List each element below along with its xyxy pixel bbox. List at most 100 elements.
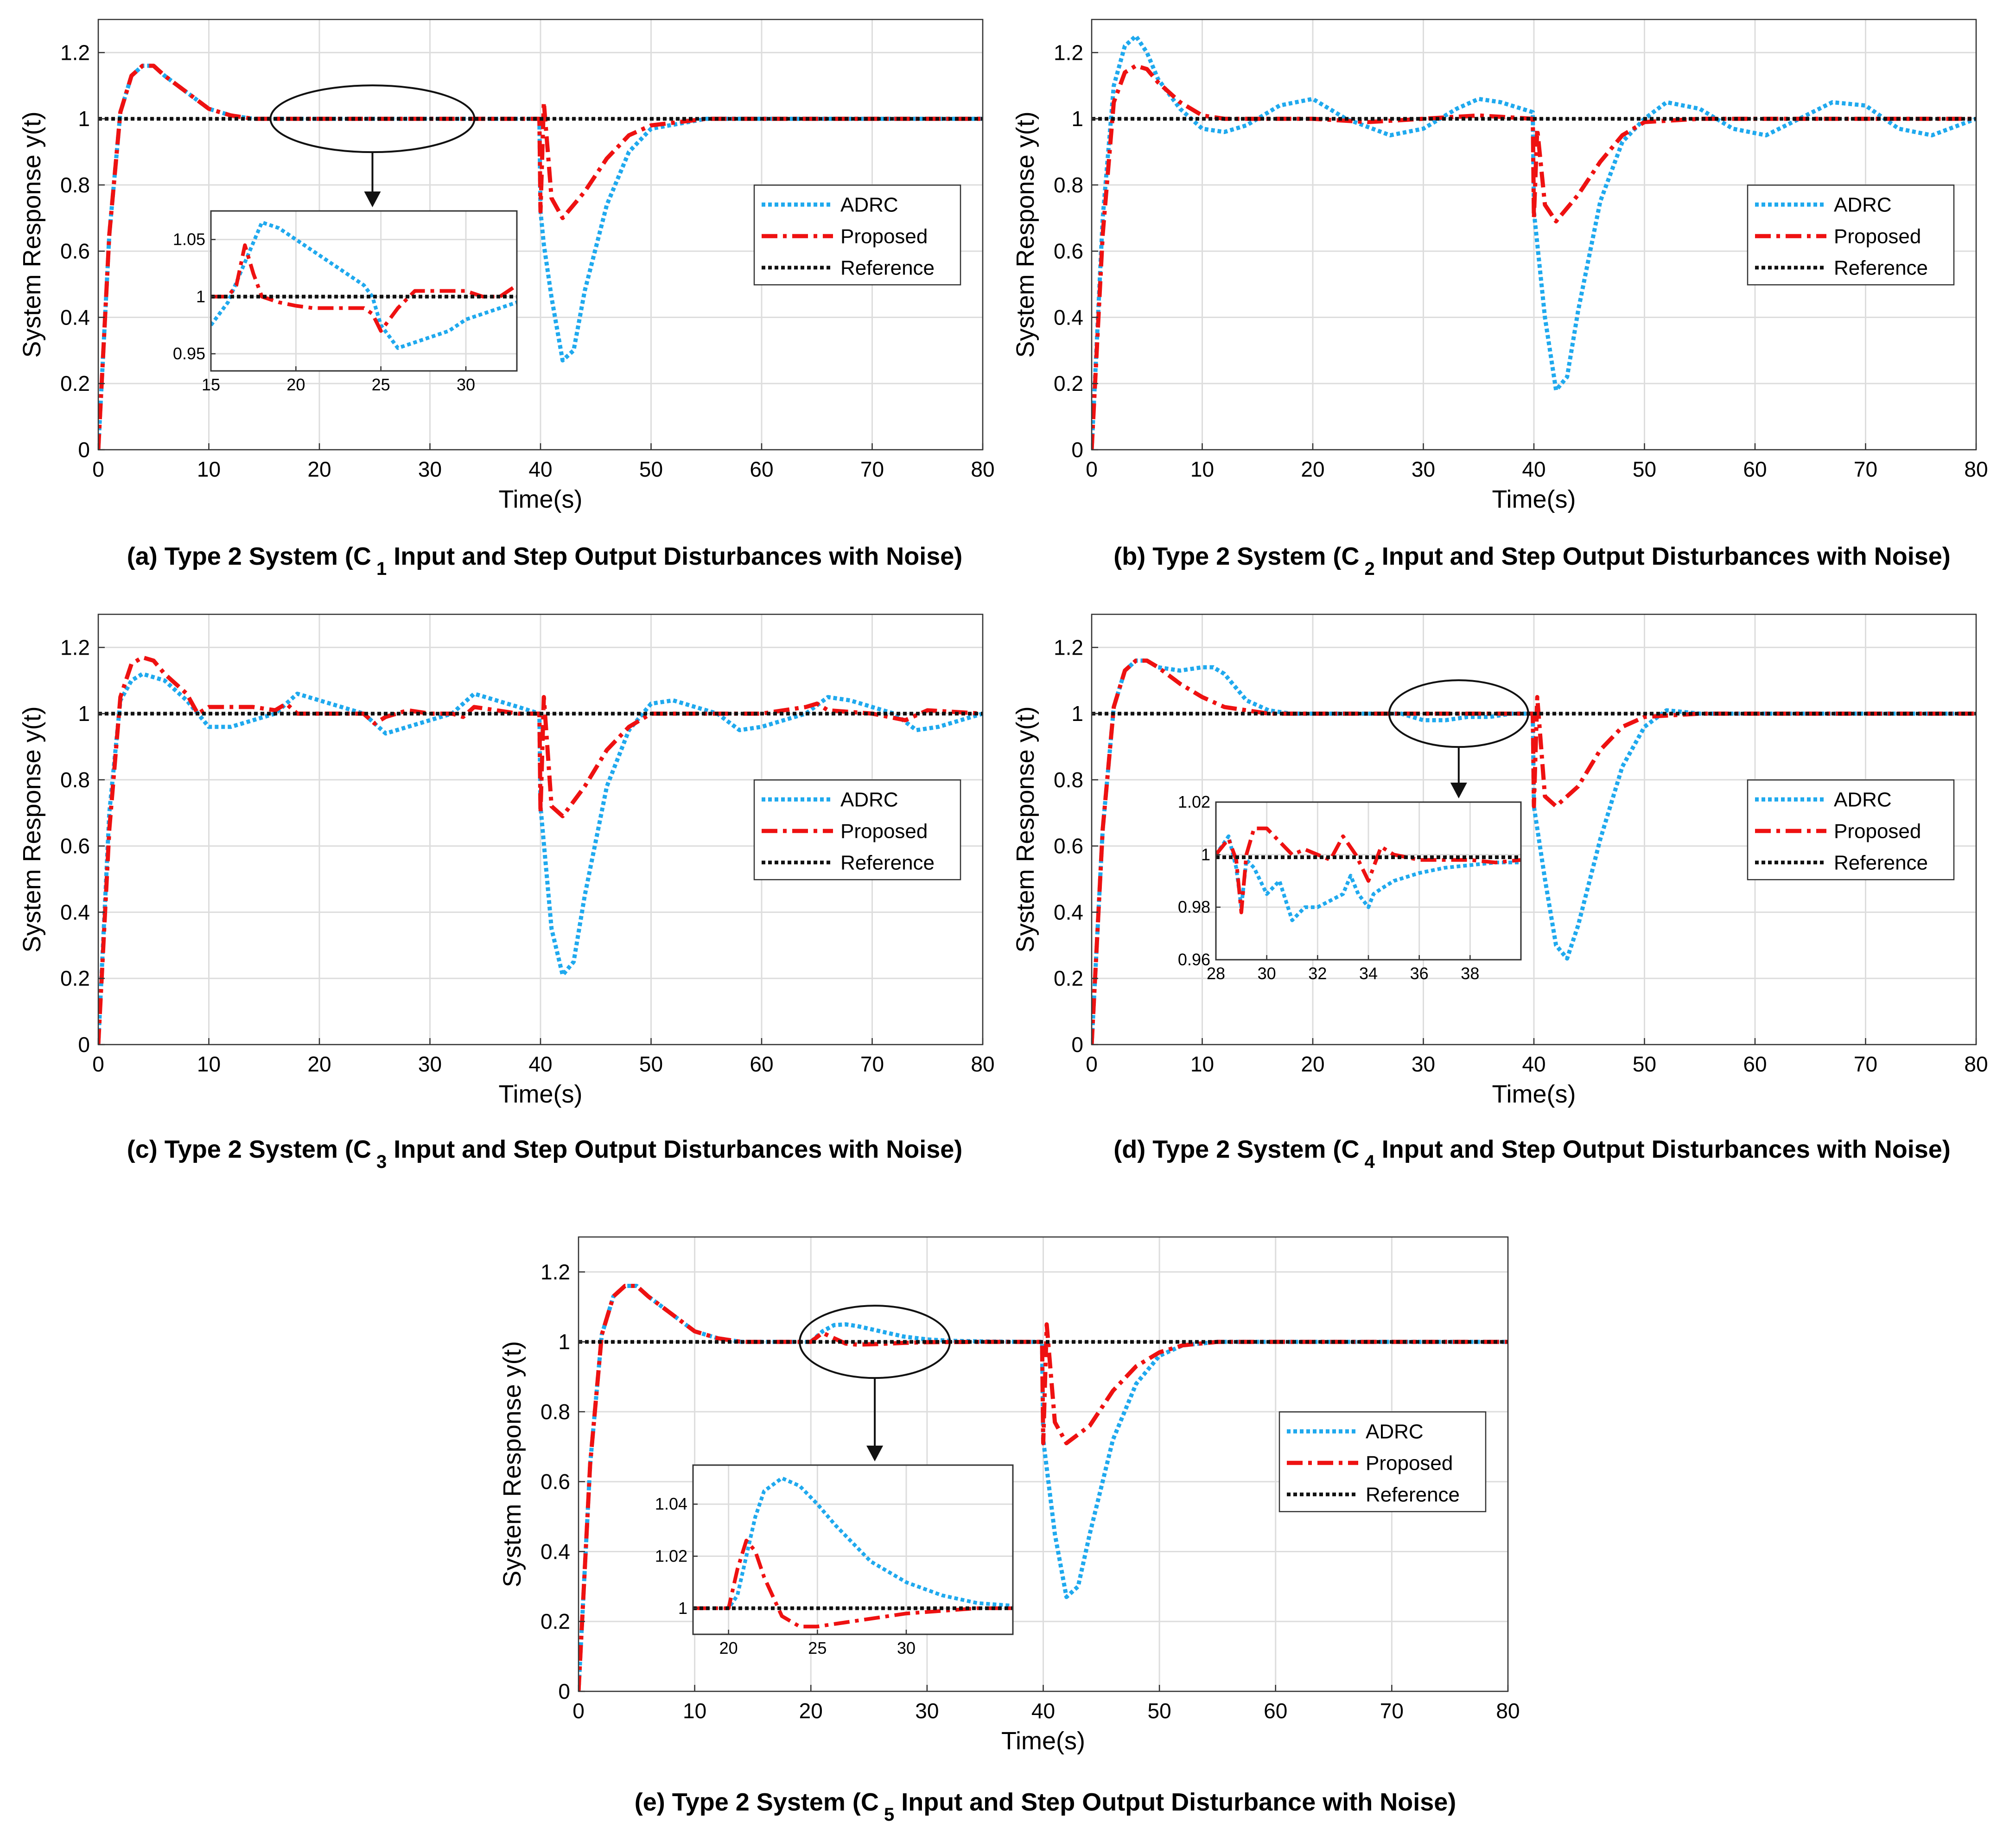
x-tick-label: 30 — [1412, 457, 1435, 481]
legend-label-adrc: ADRC — [1834, 193, 1892, 216]
y-tick-label: 1 — [78, 701, 90, 726]
chart-a-series — [98, 64, 983, 450]
legend-label-proposed: Proposed — [840, 225, 928, 248]
chart-d-xlabel: Time(s) — [1492, 1080, 1576, 1108]
x-tick-label: 80 — [1964, 457, 1988, 481]
series-proposed-line — [98, 64, 983, 450]
chart-b: 0 10 20 30 40 50 60 70 80 0 0.2 0.4 0.6 0.8 1 1.2 Time(s… — [1011, 19, 1988, 513]
x-tick-label: 40 — [528, 1052, 552, 1076]
x-tick-label: 20 — [307, 457, 331, 481]
x-tick-label: 70 — [1380, 1699, 1404, 1723]
y-tick-label: 0.4 — [60, 900, 90, 924]
chart-c: 0 10 20 30 40 50 60 70 80 0 0.2 0.4 0.6 0.8 1 1.2 Time(s… — [18, 613, 995, 1108]
y-tick-label: 1.2 — [60, 40, 90, 64]
series-proposed-line — [579, 1284, 1508, 1691]
x-tick-label: 0 — [92, 457, 104, 481]
y-tick-label: 1 — [1201, 845, 1210, 864]
x-tick-label: 0 — [572, 1699, 585, 1723]
x-tick-label: 0 — [1086, 1052, 1098, 1076]
legend-label-adrc: ADRC — [840, 788, 898, 811]
x-tick-label: 10 — [1190, 1052, 1214, 1076]
chart-d-legend: ADRC Proposed Reference — [1747, 779, 1955, 880]
y-tick-label: 0.96 — [1178, 950, 1210, 969]
x-tick-label: 70 — [1854, 1052, 1877, 1076]
chart-a-inset-frame — [210, 210, 518, 372]
y-tick-label: 0.4 — [541, 1539, 570, 1563]
x-tick-label: 30 — [457, 375, 475, 394]
x-tick-label: 30 — [1412, 1052, 1435, 1076]
x-tick-label: 10 — [683, 1699, 706, 1723]
y-tick-label: 1.2 — [1054, 40, 1083, 64]
x-tick-label: 38 — [1461, 964, 1479, 983]
x-tick-label: 32 — [1308, 964, 1327, 983]
y-tick-label: 0 — [1071, 1033, 1083, 1057]
x-tick-label: 0 — [92, 1052, 104, 1076]
y-tick-label: 1.2 — [541, 1260, 570, 1284]
x-tick-label: 60 — [1743, 1052, 1767, 1076]
chart-e-legend: ADRC Proposed Reference — [1278, 1411, 1487, 1512]
x-tick-label: 80 — [1496, 1699, 1520, 1723]
x-tick-label: 40 — [1522, 457, 1545, 481]
series-adrc-line — [211, 220, 517, 350]
chart-a-xlabel: Time(s) — [499, 485, 583, 513]
x-tick-label: 20 — [307, 1052, 331, 1076]
y-tick-label: 0.8 — [1054, 768, 1083, 792]
x-tick-label: 28 — [1207, 964, 1225, 983]
x-tick-label: 25 — [808, 1638, 827, 1658]
y-tick-label: 0 — [78, 1033, 90, 1057]
y-tick-label: 1.02 — [655, 1547, 687, 1566]
chart-a-caption: (a) Type 2 System (C 1 Input and Step Ou… — [127, 542, 963, 579]
x-tick-label: 34 — [1359, 964, 1378, 983]
chart-a-legend: ADRC Proposed Reference — [753, 185, 961, 286]
legend-label-adrc: ADRC — [1834, 788, 1892, 811]
x-tick-label: 60 — [750, 1052, 773, 1076]
x-tick-label: 10 — [197, 457, 221, 481]
y-tick-label: 0.8 — [60, 768, 90, 792]
x-tick-label: 40 — [528, 457, 552, 481]
legend-label-adrc: ADRC — [840, 193, 898, 216]
legend-label-reference: Reference — [1834, 256, 1928, 279]
chart-c-legend: ADRC Proposed Reference — [753, 779, 961, 880]
x-tick-label: 40 — [1522, 1052, 1545, 1076]
y-tick-label: 1 — [78, 107, 90, 131]
y-tick-label: 0.8 — [541, 1400, 570, 1424]
legend-label-adrc: ADRC — [1366, 1420, 1424, 1443]
y-tick-label: 1.04 — [655, 1494, 687, 1513]
series-adrc-line — [1092, 34, 1976, 450]
x-tick-label: 30 — [1258, 964, 1276, 983]
chart-d-caption: (d) Type 2 System (C 4 Input and Step Ou… — [1113, 1135, 1951, 1172]
y-tick-label: 0.2 — [60, 371, 90, 395]
chart-d-series — [1092, 658, 1976, 1045]
x-tick-label: 20 — [799, 1699, 823, 1723]
chart-c-xlabel: Time(s) — [499, 1080, 583, 1108]
y-tick-label: 0 — [1071, 438, 1083, 462]
y-tick-label: 0.6 — [60, 834, 90, 858]
x-tick-label: 80 — [971, 1052, 994, 1076]
y-tick-label: 1 — [678, 1599, 687, 1618]
x-tick-label: 20 — [719, 1638, 738, 1658]
x-tick-label: 10 — [197, 1052, 221, 1076]
chart-c-caption: (c) Type 2 System (C 3 Input and Step Ou… — [127, 1135, 963, 1172]
chart-e-inset-frame — [692, 1464, 1014, 1635]
x-tick-label: 20 — [1301, 457, 1324, 481]
chart-d-inset-series — [1216, 826, 1521, 922]
legend-label-proposed: Proposed — [1366, 1452, 1453, 1474]
chart-e-inset-series — [693, 1476, 1013, 1629]
y-tick-label: 1 — [1071, 107, 1083, 131]
x-tick-label: 50 — [1633, 457, 1656, 481]
x-tick-label: 20 — [1301, 1052, 1324, 1076]
chart-d-arrow-head-icon — [1450, 783, 1467, 798]
x-tick-label: 30 — [915, 1699, 939, 1723]
legend-label-reference: Reference — [1834, 851, 1928, 874]
chart-e-ylabel: System Response y(t) — [498, 1341, 526, 1587]
y-tick-label: 1.02 — [1178, 792, 1210, 811]
legend-label-proposed: Proposed — [1834, 225, 1921, 248]
x-tick-label: 0 — [1086, 457, 1098, 481]
chart-d-inset: 28 30 32 34 36 38 0.96 0.98 1 1.02 — [1178, 792, 1522, 983]
x-tick-label: 70 — [860, 457, 884, 481]
chart-e-series — [579, 1284, 1508, 1691]
x-tick-label: 50 — [1148, 1699, 1171, 1723]
chart-a-arrow-head-icon — [364, 191, 381, 207]
y-tick-label: 1.2 — [60, 635, 90, 659]
